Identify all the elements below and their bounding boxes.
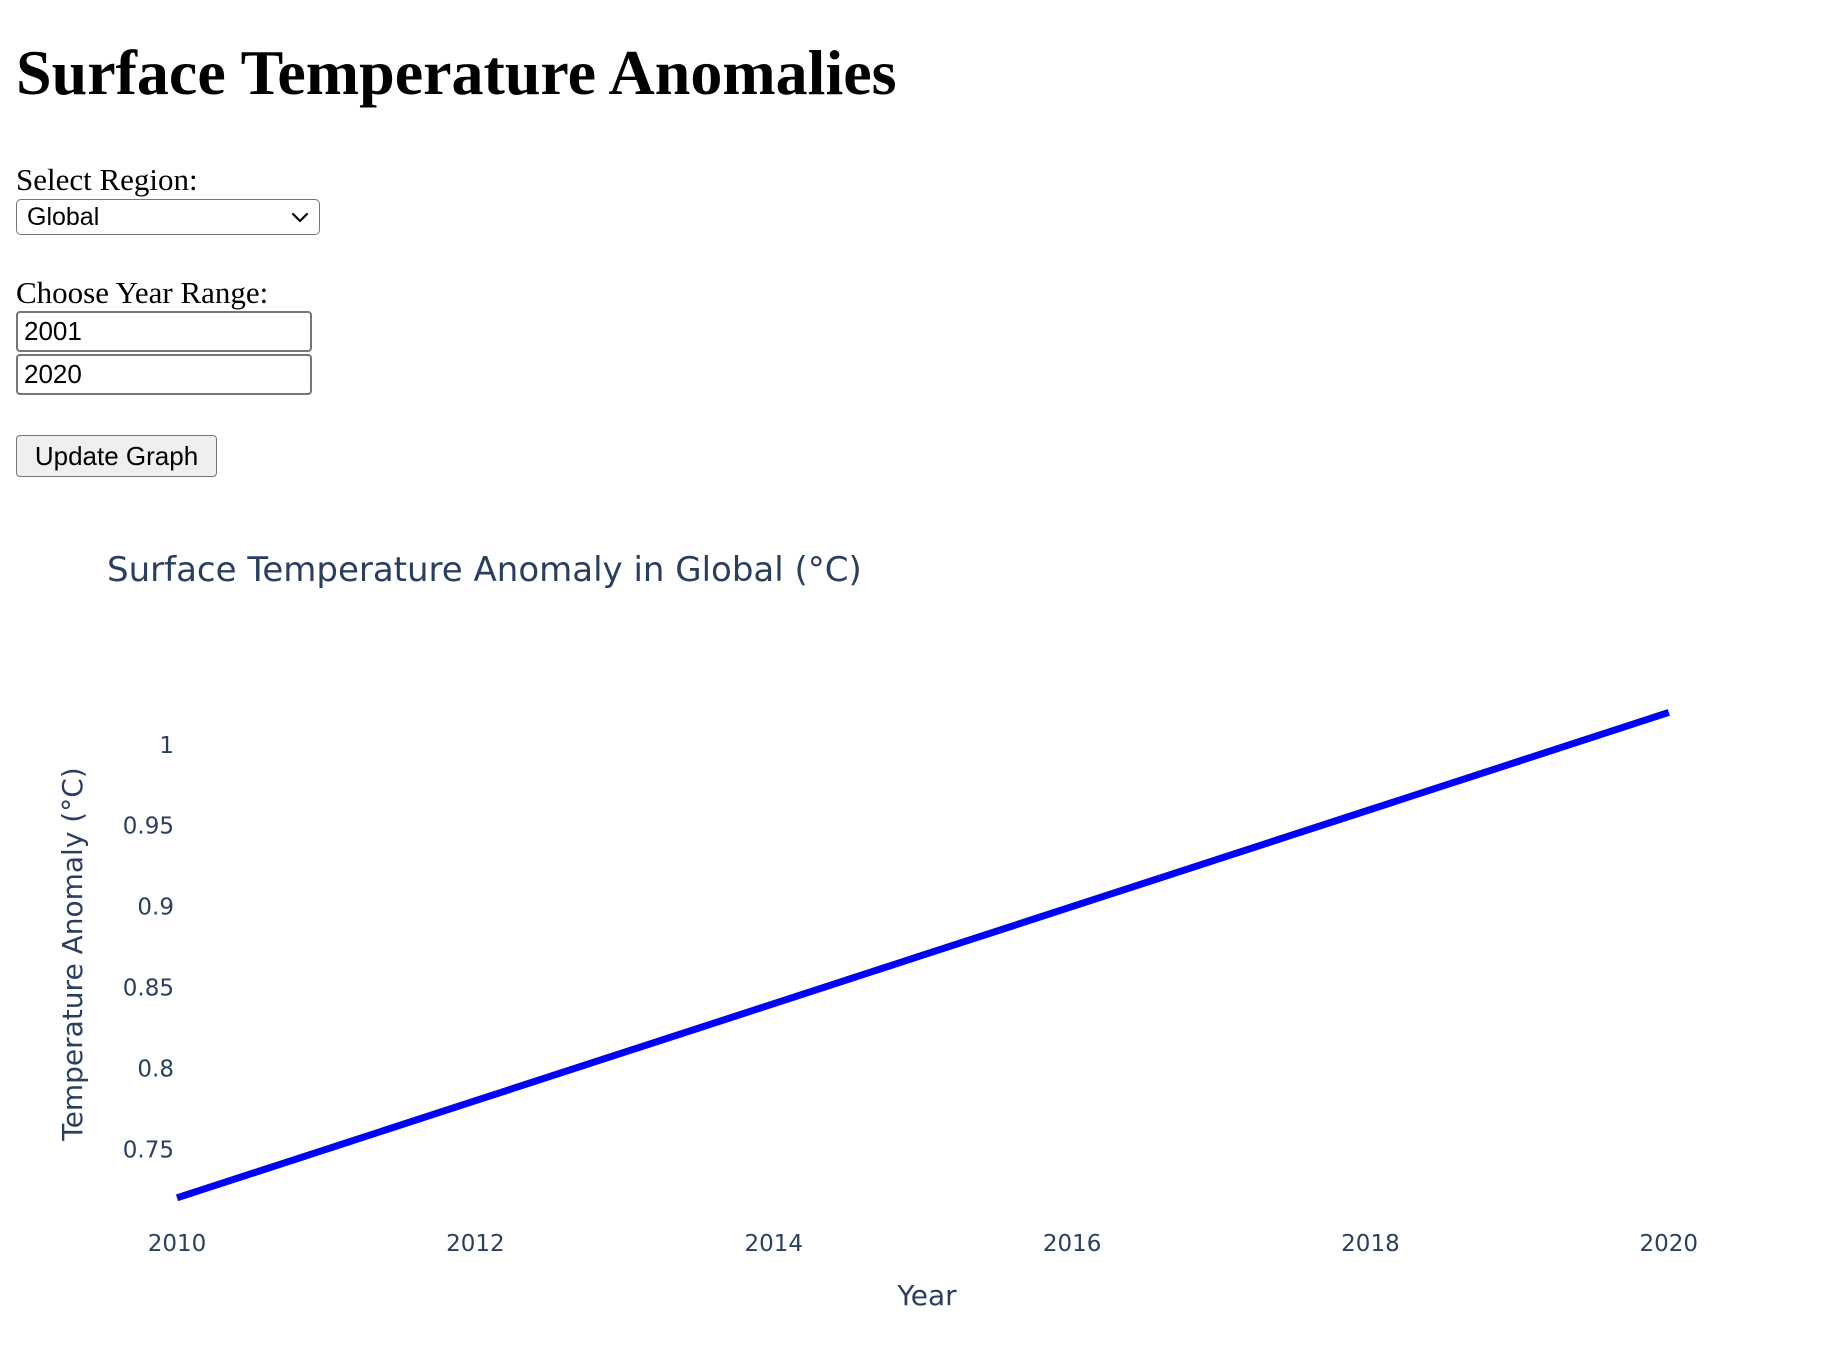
plot-lines <box>175 709 1670 1202</box>
chevron-down-icon <box>291 212 309 223</box>
series-line <box>175 709 1670 1202</box>
update-graph-button[interactable]: Update Graph <box>16 435 217 477</box>
x-tick-label: 2018 <box>1341 1231 1400 1257</box>
y-tick-label: 1 <box>159 733 174 759</box>
year-end-input[interactable] <box>16 354 312 395</box>
x-axis-title: Year <box>896 1279 957 1312</box>
y-tick-label: 0.85 <box>123 975 174 1001</box>
x-tick-label: 2016 <box>1043 1231 1102 1257</box>
x-tick-label: 2014 <box>744 1231 803 1257</box>
year-range-label: Choose Year Range: <box>16 275 269 310</box>
region-label: Select Region: <box>16 162 198 197</box>
region-select-value: Global <box>27 203 100 231</box>
x-tick-label: 2020 <box>1640 1231 1699 1257</box>
y-axis-title: Temperature Anomaly (°C) <box>56 767 89 1141</box>
y-tick-label: 0.95 <box>123 814 174 840</box>
x-tick-label: 2010 <box>148 1231 207 1257</box>
x-tick-label: 2012 <box>446 1231 505 1257</box>
y-tick-label: 0.8 <box>137 1056 174 1082</box>
chart-title: Surface Temperature Anomaly in Global (°… <box>107 550 862 590</box>
region-select[interactable]: Global <box>16 199 320 235</box>
page-title: Surface Temperature Anomalies <box>16 37 897 108</box>
year-start-input[interactable] <box>16 311 312 352</box>
y-tick-label: 0.9 <box>137 895 174 921</box>
y-tick-label: 0.75 <box>123 1137 174 1163</box>
x-axis-ticks: 2010 2012 2014 2016 2018 2020 <box>148 1231 1698 1257</box>
y-axis-ticks: 0.75 0.8 0.85 0.9 0.95 1 <box>123 733 174 1163</box>
